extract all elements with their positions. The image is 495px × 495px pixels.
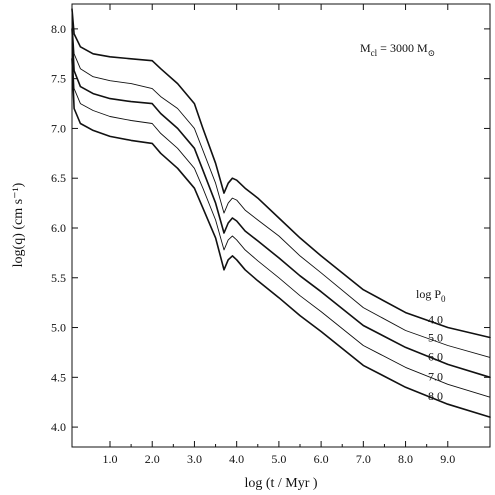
y-tick-label: 5.5: [51, 271, 66, 285]
y-tick-label: 4.5: [51, 370, 66, 384]
y-axis-title: log(q) (cm s⁻¹): [11, 182, 26, 267]
series-label: 7.0: [428, 369, 443, 383]
y-tick-label: 7.5: [51, 72, 66, 86]
series-line-4: [71, 58, 491, 418]
series-label: 5.0: [428, 330, 443, 344]
series-label: 6.0: [428, 349, 443, 363]
y-tick-label: 6.0: [51, 221, 66, 235]
y-tick-label: 6.5: [51, 171, 66, 185]
series-line-3: [71, 43, 491, 398]
series-line-2: [71, 28, 491, 379]
x-tick-label: 5.0: [271, 452, 286, 466]
x-tick-label: 7.0: [356, 452, 371, 466]
series-label: 4.0: [428, 313, 443, 327]
plot-frame: [71, 3, 491, 448]
x-tick-label: 4.0: [229, 452, 244, 466]
x-axis: 1.0 2.0 3.0 4.0 5.0 6.0 7.0 8.0 9.0: [103, 4, 455, 466]
y-tick-label: 8.0: [51, 22, 66, 36]
y-axis: 4.0 4.5 5.0 5.5 6.0 6.5 7.0 7.5 8.0: [51, 22, 490, 434]
y-tick-label: 7.0: [51, 121, 66, 135]
x-tick-label: 1.0: [103, 452, 118, 466]
series-line-0: [71, 8, 491, 339]
series-label: 8.0: [428, 389, 443, 403]
x-tick-label: 3.0: [187, 452, 202, 466]
x-tick-label: 2.0: [145, 452, 160, 466]
cluster-mass-label: Mcl = 3000 M⊙: [360, 41, 435, 58]
x-tick-label: 8.0: [398, 452, 413, 466]
series-lines: [71, 8, 491, 418]
series-line-1: [71, 18, 491, 358]
y-tick-label: 5.0: [51, 321, 66, 335]
x-tick-label: 9.0: [440, 452, 455, 466]
legend: 4.0 5.0 6.0 7.0 8.0: [428, 313, 443, 404]
y-tick-label: 4.0: [51, 420, 66, 434]
legend-title: log P0: [416, 287, 446, 304]
x-axis-title: log (t / Myr ): [244, 476, 317, 491]
x-tick-label: 6.0: [314, 452, 329, 466]
